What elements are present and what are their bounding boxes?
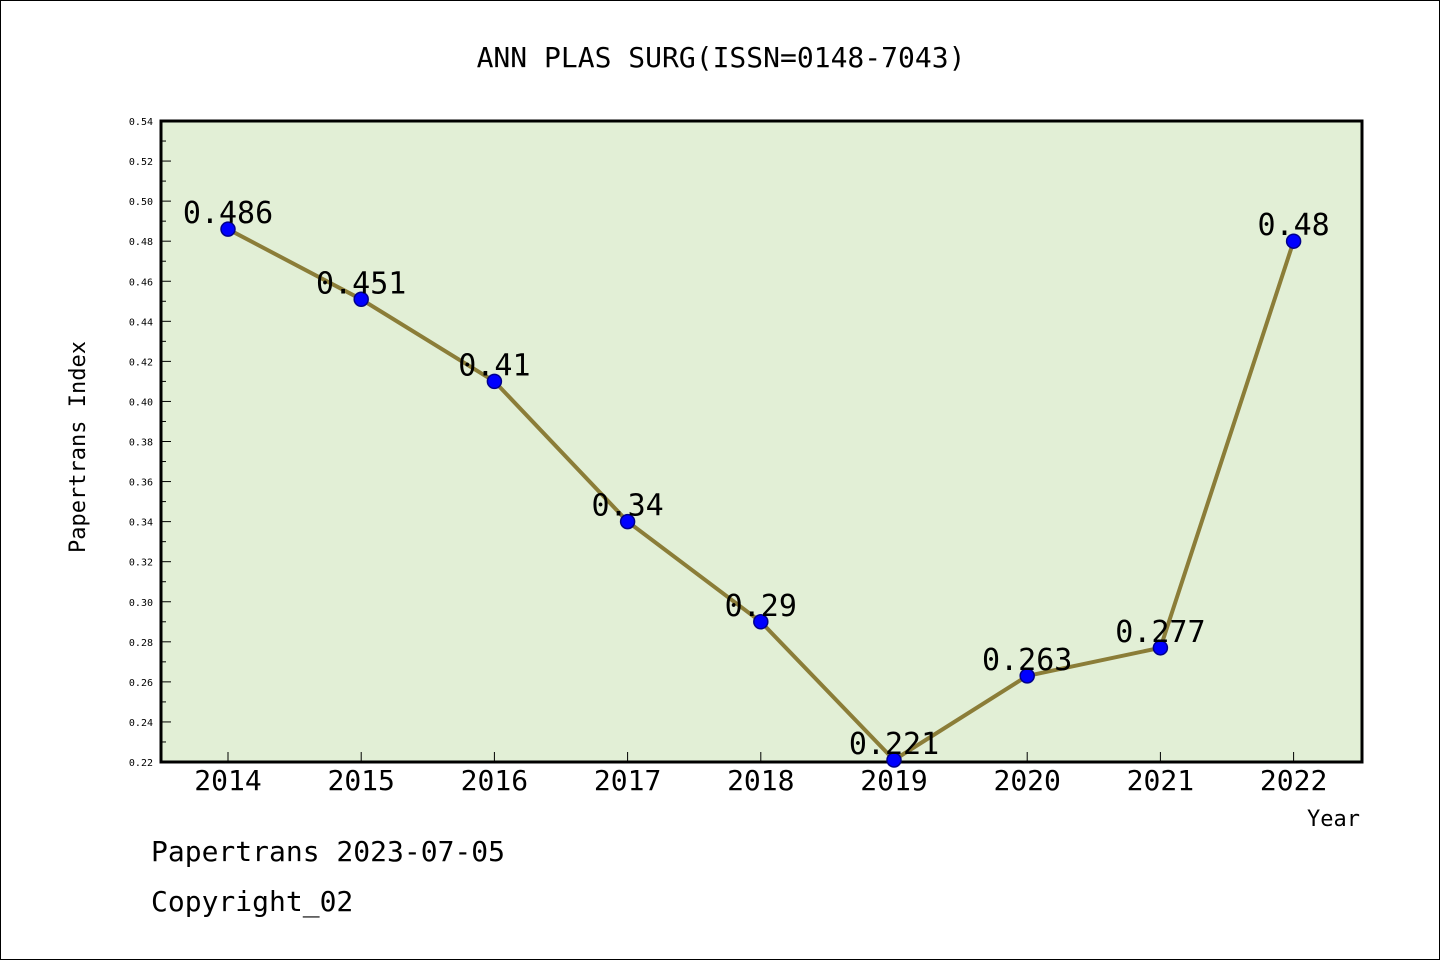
x-tick-label: 2020	[993, 764, 1060, 797]
series-markers	[220, 221, 1302, 768]
y-tick-label: 0.22	[129, 758, 153, 769]
data-label: 0.263	[982, 643, 1072, 678]
y-tick-label: 0.48	[129, 237, 153, 248]
y-tick-label: 0.32	[129, 558, 153, 569]
data-label: 0.48	[1257, 208, 1329, 243]
data-label: 0.451	[316, 266, 406, 301]
y-tick-label: 0.36	[129, 478, 153, 489]
data-labels: 0.486 0.451 0.41 0.34 0.29 0.221 0.263 0.277 0.4…	[183, 196, 1330, 762]
y-tick-label: 0.42	[129, 357, 153, 368]
data-point	[619, 513, 636, 530]
y-tick-label: 0.38	[129, 438, 153, 449]
footer-copyright: Copyright_02	[151, 885, 354, 918]
x-tick-label: 2015	[327, 764, 394, 797]
y-tick-label: 0.28	[129, 638, 153, 649]
chart-title: ANN PLAS SURG(ISSN=0148-7043)	[477, 41, 966, 74]
data-point	[753, 614, 769, 630]
data-label: 0.34	[591, 489, 663, 524]
data-point	[1019, 668, 1035, 684]
data-label: 0.277	[1115, 615, 1205, 650]
x-tick-label: 2016	[461, 764, 528, 797]
y-tick-label: 0.50	[129, 197, 153, 208]
y-tick-label: 0.40	[129, 397, 153, 408]
x-tick-label: 2017	[594, 764, 661, 797]
y-tick-label: 0.26	[129, 678, 153, 689]
y-axis: 0.22 0.24 0.26 0.28 0.30 0.32 0.34 0.36 0.38 0.40…	[129, 117, 171, 769]
x-axis: 2014 2015 2016 2017 2018 2019 2020 2021 2022	[194, 752, 1327, 797]
data-point	[1285, 233, 1302, 249]
data-point	[886, 752, 902, 768]
y-tick-label: 0.34	[129, 518, 153, 529]
y-axis-title: Papertrans Index	[66, 341, 91, 553]
x-tick-label: 2019	[860, 764, 927, 797]
data-point	[353, 291, 369, 308]
x-axis-title: Year	[1307, 807, 1360, 832]
y-tick-label: 0.44	[129, 317, 153, 328]
y-tick-label: 0.54	[129, 117, 153, 128]
x-tick-label: 2014	[194, 764, 261, 797]
y-tick-label: 0.46	[129, 277, 153, 288]
y-tick-label: 0.52	[129, 157, 153, 168]
x-tick-label: 2018	[727, 764, 794, 797]
data-point	[220, 221, 236, 237]
y-tick-label: 0.30	[129, 598, 153, 609]
x-tick-label: 2022	[1260, 764, 1327, 797]
footer-date: Papertrans 2023-07-05	[151, 835, 506, 868]
data-point	[486, 373, 503, 390]
data-label: 0.29	[725, 589, 797, 624]
data-label: 0.486	[183, 196, 273, 231]
x-tick-label: 2021	[1127, 764, 1194, 797]
plot-area	[159, 119, 1364, 764]
data-label: 0.41	[458, 348, 530, 383]
data-point	[1152, 640, 1169, 656]
data-label: 0.221	[849, 727, 939, 762]
y-tick-label: 0.24	[129, 718, 153, 729]
